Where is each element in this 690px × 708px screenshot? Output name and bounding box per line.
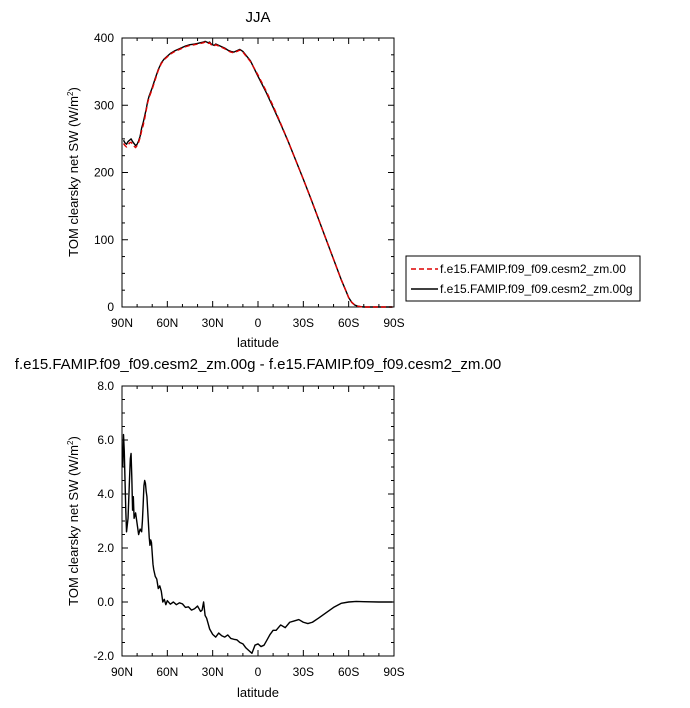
legend-box <box>405 255 641 302</box>
bottom-x-tick-label: 30S <box>293 665 314 679</box>
bottom-x-axis-label: latitude <box>237 685 279 700</box>
top-series-group <box>122 40 393 308</box>
top-x-tick-label: 90N <box>111 316 133 330</box>
top-y-tick-label: 200 <box>94 166 114 180</box>
top-y-tick-label: 400 <box>94 31 114 45</box>
legend: f.e15.FAMIP.f09_f09.cesm2_zm.00 f.e15.FA… <box>405 255 641 302</box>
top-x-axis-ticks: 90N 60N 30N 0 30S 60S 90S <box>111 38 405 330</box>
bottom-y-axis-label: TOM clearsky net SW (W/m2) <box>66 436 81 606</box>
top-plot-frame <box>121 37 395 308</box>
top-y-tick-label: 100 <box>94 233 114 247</box>
bottom-panel: f.e15.FAMIP.f09_f09.cesm2_zm.00g - f.e15… <box>15 356 501 700</box>
bottom-y-tick-label: -2.0 <box>93 649 114 663</box>
bottom-x-tick-label: 60S <box>338 665 359 679</box>
top-x-axis-label: latitude <box>237 335 279 350</box>
top-x-tick-label: 30S <box>293 316 314 330</box>
legend-label-series-2: f.e15.FAMIP.f09_f09.cesm2_zm.00g <box>440 282 633 296</box>
bottom-series-line-1 <box>122 433 393 654</box>
bottom-x-tick-label: 90S <box>383 665 404 679</box>
top-y-tick-label: 300 <box>94 98 114 112</box>
bottom-y-axis-ticks: -2.0 0.0 2.0 4.0 6.0 8.0 <box>93 379 394 663</box>
bottom-chart-title: f.e15.FAMIP.f09_f09.cesm2_zm.00g - f.e15… <box>15 356 501 373</box>
bottom-x-tick-label: 90N <box>111 665 133 679</box>
bottom-x-tick-label: 0 <box>255 665 262 679</box>
top-panel: JJA 0 100 200 300 400 90N 60N 30N 0 30S 60S 90S la… <box>66 9 641 350</box>
top-y-axis-label: TOM clearsky net SW (W/m2) <box>66 87 81 257</box>
top-y-tick-label: 0 <box>107 300 114 314</box>
top-series-line-1 <box>122 41 393 308</box>
top-series-line-2 <box>122 40 393 308</box>
bottom-y-tick-label: 6.0 <box>97 433 114 447</box>
top-x-tick-label: 60N <box>156 316 178 330</box>
bottom-x-axis-ticks: 90N 60N 30N 0 30S 60S 90S <box>111 386 405 679</box>
bottom-x-tick-label: 60N <box>156 665 178 679</box>
bottom-y-tick-label: 2.0 <box>97 541 114 555</box>
bottom-plot-frame <box>121 385 395 657</box>
top-x-tick-label: 90S <box>383 316 404 330</box>
top-chart-title: JJA <box>245 9 270 26</box>
top-x-tick-label: 30N <box>202 316 224 330</box>
bottom-y-tick-label: 4.0 <box>97 487 114 501</box>
top-x-tick-label: 60S <box>338 316 359 330</box>
bottom-x-tick-label: 30N <box>202 665 224 679</box>
bottom-y-tick-label: 0.0 <box>97 595 114 609</box>
bottom-series-group <box>122 433 393 654</box>
top-x-tick-label: 0 <box>255 316 262 330</box>
bottom-y-tick-label: 8.0 <box>97 379 114 393</box>
top-y-axis-ticks: 0 100 200 300 400 <box>94 31 394 314</box>
legend-label-series-1: f.e15.FAMIP.f09_f09.cesm2_zm.00 <box>440 262 626 276</box>
